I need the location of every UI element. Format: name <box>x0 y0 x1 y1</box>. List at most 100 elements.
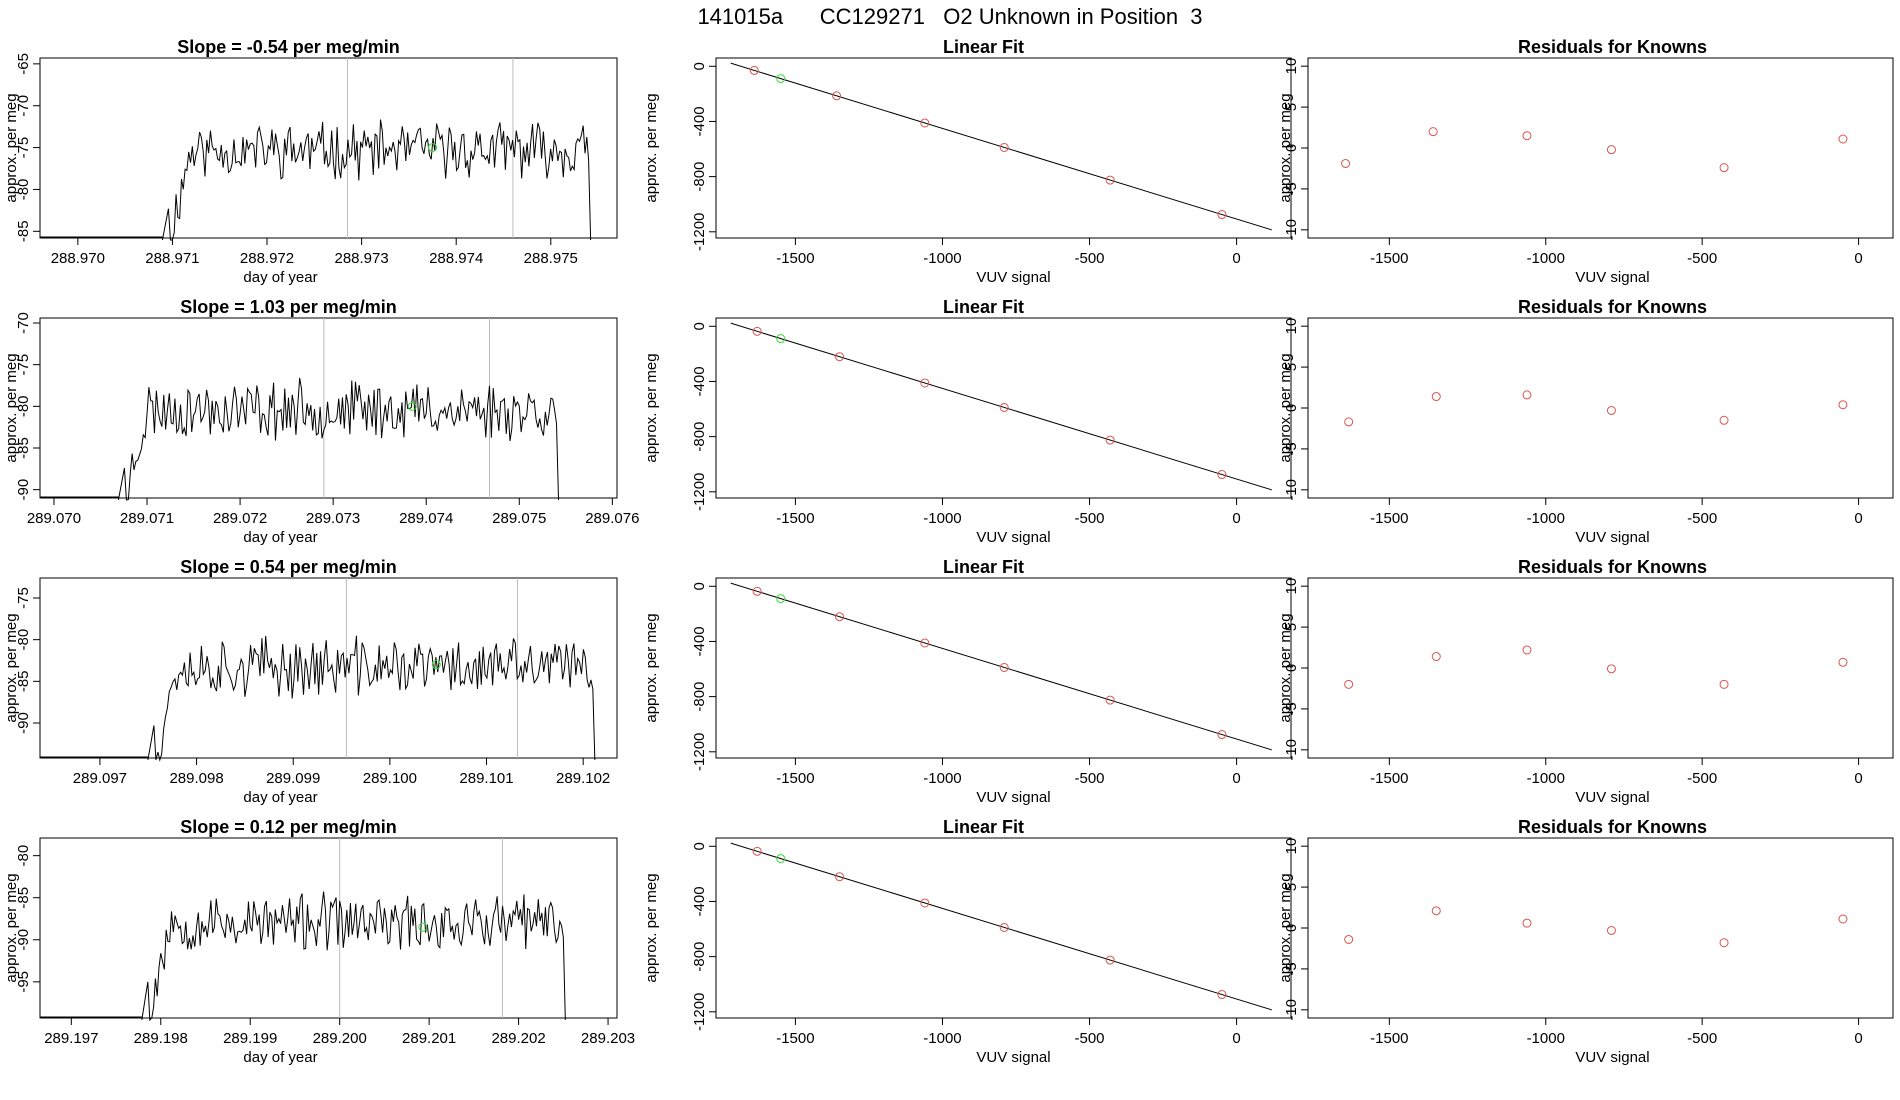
y-axis-label: approx. per meg <box>643 613 660 722</box>
unknown-mean-marker <box>418 922 428 932</box>
known-point <box>1217 470 1227 480</box>
x-tick-label: -1500 <box>776 770 814 787</box>
y-tick-label: -70 <box>15 312 32 334</box>
y-tick-label: 0 <box>691 842 708 850</box>
y-tick-label: 0 <box>1283 924 1300 932</box>
known-point <box>749 65 759 75</box>
plot-frame <box>1307 57 1894 239</box>
x-tick-label: -1500 <box>776 510 814 527</box>
linear-fit-chart: Linear Fit -1500 -1000 -500 0 0 -400 -800 -1200 V… <box>643 37 1292 286</box>
plot-frame <box>1307 317 1894 499</box>
y-tick-label: 10 <box>1283 318 1300 335</box>
y-tick-label: 5 <box>1283 883 1300 891</box>
x-tick-label: 289.070 <box>27 510 81 527</box>
x-tick-label: 0 <box>1232 770 1240 787</box>
y-axis-label: approx. per meg <box>643 873 660 982</box>
x-tick-label: -1000 <box>1527 1030 1565 1047</box>
unknown-mean-marker <box>431 660 441 670</box>
signal-trace <box>147 635 596 762</box>
y-tick-label: -65 <box>15 53 32 75</box>
y-tick-label: -95 <box>15 971 32 993</box>
residual-point <box>1344 417 1354 427</box>
residual-point <box>1522 131 1532 141</box>
plot-frame <box>39 577 618 759</box>
x-axis-label: VUV signal <box>976 1049 1050 1066</box>
fit-line <box>730 842 1273 1011</box>
y-tick-label: -75 <box>15 587 32 609</box>
unknown-mean-marker <box>428 143 438 153</box>
y-tick-label: -5 <box>1283 182 1300 195</box>
x-tick-label: -1500 <box>1370 250 1408 267</box>
y-axis-label: approx. per meg <box>1277 93 1294 202</box>
residual-point <box>1719 938 1729 948</box>
x-tick-label: 289.075 <box>492 510 546 527</box>
x-tick-label: -500 <box>1075 770 1105 787</box>
residual-point <box>1719 163 1729 173</box>
y-tick-label: -5 <box>1283 442 1300 455</box>
residuals-chart: Residuals for Knowns -1500 -1000 -500 0 10 5 0 -… <box>1277 297 1894 546</box>
x-tick-label: 0 <box>1854 510 1862 527</box>
residual-point <box>1719 415 1729 425</box>
chart-title: Residuals for Knowns <box>1518 37 1707 57</box>
known-point <box>920 118 930 128</box>
x-tick-label: 289.197 <box>44 1030 98 1047</box>
y-tick-label: -90 <box>15 479 32 501</box>
y-axis-label: approx. per meg <box>1277 353 1294 462</box>
x-tick-label: 289.200 <box>313 1030 367 1047</box>
known-point <box>920 638 930 648</box>
x-tick-label: -1500 <box>1370 1030 1408 1047</box>
signal-trace <box>141 891 566 1022</box>
y-tick-label: -85 <box>15 437 32 459</box>
y-tick-label: 0 <box>691 62 708 70</box>
linear-fit-chart: Linear Fit -1500 -1000 -500 0 0 -400 -800 -1200 V… <box>643 557 1292 806</box>
known-point <box>1105 955 1115 965</box>
residual-point <box>1344 934 1354 944</box>
x-tick-label: 289.201 <box>402 1030 456 1047</box>
x-tick-label: -1000 <box>923 510 961 527</box>
x-tick-label: 0 <box>1854 770 1862 787</box>
y-tick-label: -10 <box>1283 739 1300 761</box>
x-tick-label: 288.972 <box>240 250 294 267</box>
chart-title: Linear Fit <box>943 297 1024 317</box>
y-tick-label: -800 <box>691 422 708 452</box>
residual-point <box>1838 657 1848 667</box>
residual-point <box>1522 918 1532 928</box>
y-tick-label: -85 <box>15 670 32 692</box>
x-tick-label: -500 <box>1687 510 1717 527</box>
residual-point <box>1606 925 1616 935</box>
x-tick-label: 0 <box>1854 1030 1862 1047</box>
x-axis-label: day of year <box>243 269 317 286</box>
x-tick-label: -1000 <box>1527 510 1565 527</box>
y-tick-label: 10 <box>1283 838 1300 855</box>
x-tick-label: -500 <box>1687 250 1717 267</box>
x-tick-label: 288.973 <box>334 250 388 267</box>
x-tick-label: 288.971 <box>145 250 199 267</box>
y-tick-label: -80 <box>15 629 32 651</box>
y-tick-label: 0 <box>691 322 708 330</box>
x-axis-label: day of year <box>243 789 317 806</box>
residual-point <box>1522 390 1532 400</box>
x-tick-label: 0 <box>1232 1030 1240 1047</box>
known-point <box>920 898 930 908</box>
x-tick-label: 289.073 <box>306 510 360 527</box>
y-tick-label: -800 <box>691 682 708 712</box>
y-tick-label: -5 <box>1283 962 1300 975</box>
fit-line <box>730 62 1273 231</box>
y-tick-label: -80 <box>15 179 32 201</box>
residual-point <box>1522 645 1532 655</box>
linear-fit-chart: Linear Fit -1500 -1000 -500 0 0 -400 -800 -1200 V… <box>643 817 1292 1066</box>
x-tick-label: 289.071 <box>120 510 174 527</box>
x-tick-label: -1000 <box>1527 250 1565 267</box>
x-tick-label: 288.974 <box>429 250 483 267</box>
unknown-point <box>776 334 786 344</box>
x-tick-label: -1500 <box>776 250 814 267</box>
signal-trace <box>161 119 592 241</box>
y-axis-label: approx. per meg <box>3 613 20 722</box>
residual-point <box>1344 679 1354 689</box>
x-axis-label: VUV signal <box>976 269 1050 286</box>
known-point <box>752 586 762 596</box>
x-axis-label: VUV signal <box>976 789 1050 806</box>
y-tick-label: 5 <box>1283 103 1300 111</box>
y-tick-label: 10 <box>1283 58 1300 75</box>
x-axis-label: day of year <box>243 529 317 546</box>
